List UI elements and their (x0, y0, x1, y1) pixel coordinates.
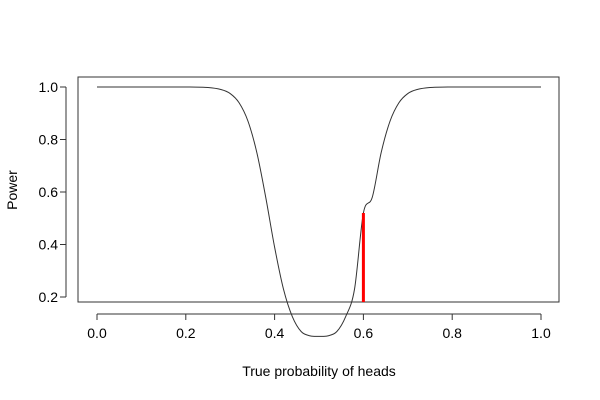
power-curve-line (97, 86, 541, 337)
y-axis: 0.2 0.4 0.6 0.8 1.0 (39, 79, 67, 305)
x-axis: 0.0 0.2 0.4 0.6 0.8 1.0 (87, 313, 551, 341)
plot-frame (77, 76, 560, 303)
y-tick-label: 0.2 (39, 289, 59, 305)
x-tick-label: 0.4 (265, 325, 285, 341)
x-tick-label: 0.6 (354, 325, 374, 341)
x-tick-label: 0.8 (442, 325, 462, 341)
y-tick-label: 1.0 (39, 79, 59, 95)
x-axis-title: True probability of heads (242, 363, 396, 379)
y-tick-label: 0.6 (39, 184, 59, 200)
x-tick-label: 1.0 (531, 325, 551, 341)
y-tick-label: 0.8 (39, 132, 59, 148)
y-axis-title: Power (4, 170, 20, 210)
x-tick-label: 0.0 (87, 325, 107, 341)
y-tick-label: 0.4 (39, 237, 59, 253)
series-layer (97, 86, 541, 337)
x-tick-label: 0.2 (176, 325, 196, 341)
